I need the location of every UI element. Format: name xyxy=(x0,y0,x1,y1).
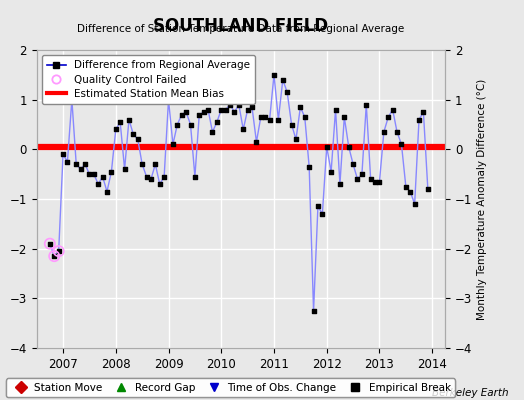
Point xyxy=(323,144,331,150)
Point xyxy=(173,121,181,128)
Point xyxy=(116,119,124,125)
Point xyxy=(345,144,353,150)
Point xyxy=(77,166,85,172)
Point xyxy=(226,102,234,108)
Point xyxy=(279,77,287,83)
Point xyxy=(415,116,423,123)
Point xyxy=(257,114,265,120)
Point xyxy=(90,171,98,177)
Point xyxy=(380,129,388,135)
Point xyxy=(287,121,296,128)
Title: SOUTHLAND FIELD: SOUTHLAND FIELD xyxy=(154,16,329,34)
Point xyxy=(314,203,322,210)
Point xyxy=(327,168,335,175)
Point xyxy=(423,186,432,192)
Point xyxy=(296,104,304,110)
Text: Difference of Station Temperature Data from Regional Average: Difference of Station Temperature Data f… xyxy=(78,24,405,34)
Point xyxy=(204,106,212,113)
Point xyxy=(200,109,208,115)
Point xyxy=(178,111,186,118)
Point xyxy=(147,176,155,182)
Point xyxy=(252,139,260,145)
Point xyxy=(169,141,177,148)
Point xyxy=(235,102,243,108)
Point xyxy=(239,126,247,133)
Point xyxy=(336,181,344,187)
Point xyxy=(358,171,366,177)
Point xyxy=(213,119,221,125)
Point xyxy=(283,89,291,96)
Point xyxy=(371,178,379,185)
Point xyxy=(103,188,111,195)
Point xyxy=(138,161,146,168)
Point xyxy=(274,116,282,123)
Point xyxy=(50,253,59,259)
Point xyxy=(85,171,94,177)
Point xyxy=(266,116,274,123)
Point xyxy=(112,126,120,133)
Point xyxy=(393,129,401,135)
Point xyxy=(121,166,129,172)
Point xyxy=(151,161,159,168)
Point xyxy=(107,168,116,175)
Point xyxy=(410,201,419,207)
Point xyxy=(397,141,406,148)
Point xyxy=(99,174,107,180)
Point xyxy=(270,72,278,78)
Point xyxy=(125,116,133,123)
Point xyxy=(72,161,80,168)
Point xyxy=(375,178,384,185)
Point xyxy=(165,96,173,103)
Point xyxy=(182,109,190,115)
Point xyxy=(191,174,199,180)
Point xyxy=(129,131,137,138)
Point xyxy=(94,181,102,187)
Point xyxy=(160,174,168,180)
Point xyxy=(309,308,318,314)
Point xyxy=(63,158,72,165)
Point xyxy=(134,136,142,143)
Point xyxy=(230,109,238,115)
Point xyxy=(54,248,63,254)
Point xyxy=(156,181,164,187)
Point xyxy=(187,121,195,128)
Point xyxy=(388,106,397,113)
Point xyxy=(68,96,76,103)
Point xyxy=(50,253,59,259)
Legend: Station Move, Record Gap, Time of Obs. Change, Empirical Break: Station Move, Record Gap, Time of Obs. C… xyxy=(6,378,455,397)
Point xyxy=(208,129,216,135)
Point xyxy=(384,114,392,120)
Point xyxy=(143,174,151,180)
Point xyxy=(244,106,252,113)
Y-axis label: Monthly Temperature Anomaly Difference (°C): Monthly Temperature Anomaly Difference (… xyxy=(477,78,487,320)
Point xyxy=(46,240,54,247)
Point xyxy=(353,176,362,182)
Point xyxy=(406,188,414,195)
Point xyxy=(366,176,375,182)
Point xyxy=(261,114,269,120)
Point xyxy=(217,106,225,113)
Point xyxy=(362,102,370,108)
Point xyxy=(54,248,63,254)
Point xyxy=(195,111,203,118)
Point xyxy=(292,136,300,143)
Point xyxy=(419,109,428,115)
Point xyxy=(331,106,340,113)
Point xyxy=(248,104,256,110)
Point xyxy=(59,151,67,158)
Point xyxy=(349,161,357,168)
Point xyxy=(305,164,313,170)
Point xyxy=(81,161,89,168)
Point xyxy=(402,183,410,190)
Point xyxy=(301,114,309,120)
Point xyxy=(340,114,348,120)
Point xyxy=(318,211,326,217)
Point xyxy=(222,106,230,113)
Text: Berkeley Earth: Berkeley Earth xyxy=(432,388,508,398)
Point xyxy=(46,240,54,247)
